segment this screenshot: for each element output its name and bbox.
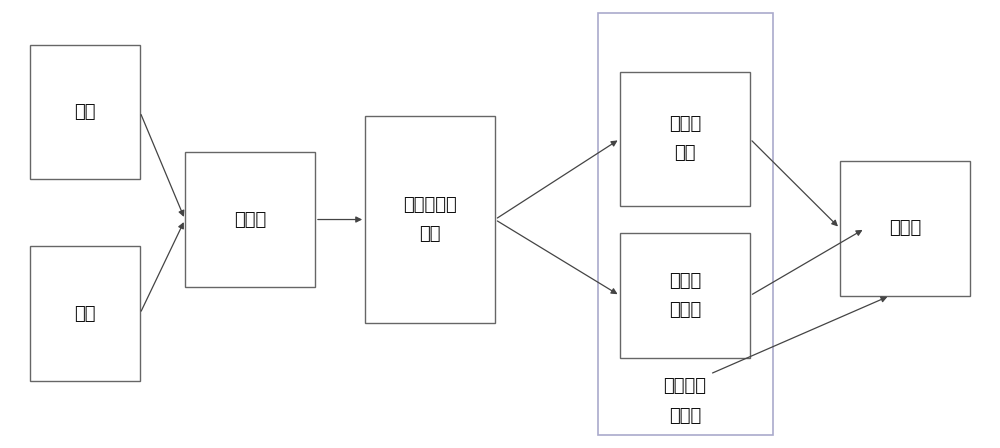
Text: 钨灯: 钨灯 [74,103,96,121]
Bar [840,161,970,296]
Text: 积分球: 积分球 [234,211,266,228]
Text: 大口径平行: 大口径平行 [403,196,457,214]
Bar [598,13,773,435]
Bar [30,45,140,179]
Text: 射度计: 射度计 [669,301,701,319]
Bar [30,246,140,381]
Text: 光谱辐: 光谱辐 [669,272,701,290]
Bar [620,233,750,358]
Text: 光管: 光管 [419,225,441,243]
Text: 谱仪: 谱仪 [674,144,696,163]
Text: 计算机: 计算机 [889,220,921,237]
Text: 一维电动: 一维电动 [664,377,706,396]
Bar [365,116,495,323]
Text: 氩灯: 氩灯 [74,305,96,323]
Bar [185,152,315,287]
Text: 平移台: 平移台 [669,406,701,425]
Bar [620,72,750,206]
Text: 成像光: 成像光 [669,115,701,134]
